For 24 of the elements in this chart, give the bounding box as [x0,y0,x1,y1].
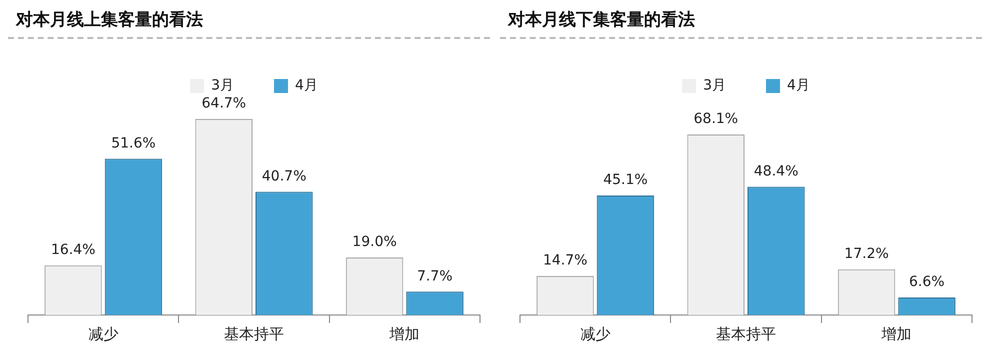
x-tick-label: 基本持平 [224,324,284,343]
data-label: 51.6% [111,135,156,152]
x-tick-label: 增加 [388,324,420,343]
chart-title: 对本月线上集客量的看法 [14,9,203,31]
data-label: 6.6% [909,274,945,290]
legend-label: 4月 [787,78,810,94]
data-label: 64.7% [202,96,246,112]
x-tick-label: 增加 [880,324,912,343]
legend-label: 3月 [211,78,234,94]
data-label: 7.7% [417,268,453,284]
data-label: 48.4% [754,163,798,180]
data-label: 17.2% [844,246,889,262]
x-tick-label: 减少 [580,324,610,343]
data-label: 40.7% [262,168,306,184]
data-label: 68.1% [694,111,738,128]
x-tick-label: 减少 [88,324,118,343]
data-label: 45.1% [603,172,648,188]
data-label: 19.0% [352,234,397,250]
x-tick-label: 基本持平 [716,324,776,343]
legend-label: 4月 [295,78,318,94]
data-label: 16.4% [50,242,96,258]
legend-label: 3月 [703,78,726,94]
chart-title: 对本月线下集客量的看法 [506,9,695,31]
data-label: 14.7% [542,252,588,269]
